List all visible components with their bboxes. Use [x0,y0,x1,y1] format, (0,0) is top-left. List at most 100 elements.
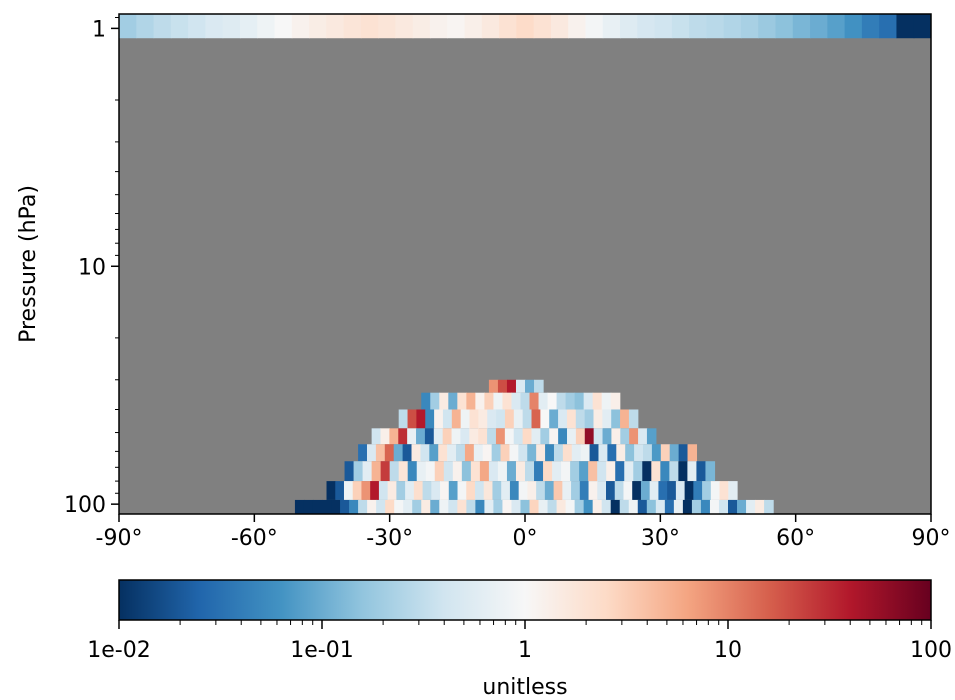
heatmap-cell [457,392,467,410]
heatmap-cell [675,481,686,500]
heatmap-cell [678,461,688,482]
heatmap-cell [580,444,591,462]
heatmap-cell [506,461,517,482]
heatmap-cell-top-band [706,14,725,39]
heatmap-cell [433,428,444,445]
heatmap-cell [442,428,453,445]
heatmap-cell [487,409,497,429]
x-tick-label: 0° [513,526,538,551]
heatmap-cell [461,461,472,482]
y-axis-label: Pressure (hPa) [16,185,41,343]
heatmap-cell [389,428,399,445]
heatmap-cell [303,499,314,514]
heatmap-cell [312,499,323,514]
heatmap-cell [606,481,616,500]
heatmap-cell [549,428,559,445]
heatmap-cell-top-band [412,14,431,39]
heatmap-cell [353,461,364,482]
heatmap-cell [615,461,625,482]
heatmap-cell [536,444,546,462]
heatmap-cell [529,499,540,514]
heatmap-cell-top-band [879,14,898,39]
heatmap-cell [385,499,395,514]
heatmap-cell-top-band [447,14,466,39]
heatmap-cell [684,481,694,500]
heatmap-cell [719,481,729,500]
heatmap-cell [669,461,679,482]
heatmap-cell [478,428,488,445]
heatmap-cell [495,428,506,445]
heatmap-cell [407,428,417,445]
heatmap-cell [592,499,603,514]
heatmap-cell-top-band [620,14,638,39]
heatmap-cell [411,444,422,462]
heatmap-cell-top-band [136,14,155,39]
colorbar-tick-label: 10 [714,638,742,663]
heatmap-cell [361,481,371,500]
heatmap-cell-top-band [222,14,241,39]
heatmap-cell [623,481,633,500]
heatmap-cell [362,461,373,482]
heatmap-cell [687,444,698,462]
heatmap-cell [649,481,660,500]
heatmap-cell [335,481,345,500]
heatmap-cell-top-band [326,14,345,39]
heatmap-cell [629,428,639,445]
colorbar: 1e-02 1e-01 1 10 100 unitless [87,579,952,700]
heatmap-cell [651,444,662,462]
heatmap-cell [416,409,426,429]
heatmap-cell [597,461,607,482]
heatmap-cell-top-band [499,14,517,39]
heatmap-cell [493,499,504,514]
heatmap-cell [493,392,504,410]
x-tick-label: 60° [776,526,815,551]
heatmap-cell [496,409,506,429]
heatmap-cell [658,481,668,500]
heatmap-cell [366,444,377,462]
heatmap-cell [511,392,522,410]
heatmap-cell [474,481,485,500]
heatmap-cell-top-band [896,14,915,39]
heatmap-cell [484,499,495,514]
heatmap-cell [678,444,689,462]
heatmap-cell [343,481,354,500]
heatmap-cell [425,409,435,429]
heatmap-cell-top-band [637,14,656,39]
heatmap-cell [718,499,729,514]
heatmap-cell [620,428,630,445]
heatmap-cell-top-band [205,14,224,39]
heatmap-cell [601,499,612,514]
heatmap-cell [687,461,698,482]
plot-area [118,13,932,515]
heatmap-cell [579,461,589,482]
heatmap-cell [660,461,670,482]
heatmap-cell [460,428,470,445]
heatmap-cell [384,444,395,462]
heatmap-cell [584,428,595,445]
heatmap-cell [607,444,617,462]
heatmap-cell [640,481,651,500]
heatmap-cell [634,444,644,462]
heatmap-cell [606,461,616,482]
x-tick-label: -30° [366,526,413,551]
heatmap-cell [562,444,573,462]
heatmap-cell-top-band [689,14,708,39]
y-axis: 1 10 100 [64,17,119,518]
heatmap-cell [534,379,544,393]
y-tick-label: 10 [78,255,106,280]
heatmap-cell [574,499,585,514]
heatmap-cell [637,499,648,514]
heatmap-cell [439,499,449,514]
heatmap-cell [469,409,479,429]
heatmap-cell [529,392,540,410]
heatmap-cell [525,461,535,482]
heatmap-cell [331,499,341,514]
heatmap-cell [538,499,549,514]
heatmap-cell [501,481,511,500]
heatmap-cell [667,481,677,500]
heatmap-cell [534,461,544,482]
heatmap-cell [430,499,440,514]
heatmap-cell [464,444,475,462]
heatmap-cell-top-band [654,14,673,39]
heatmap-cell [643,444,653,462]
